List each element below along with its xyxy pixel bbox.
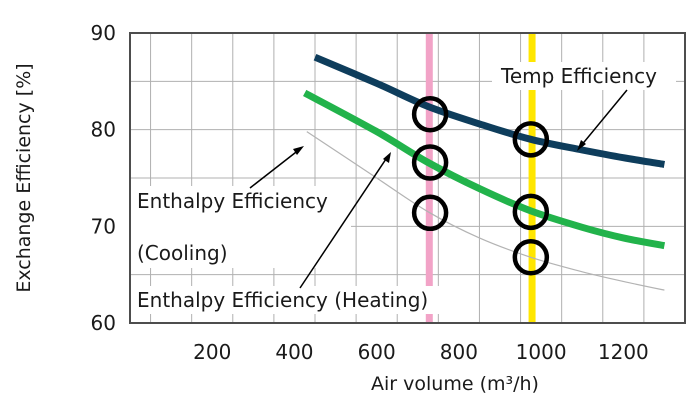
tick-labels: 200 400 600 800 1000 1200 60 70 80 90 xyxy=(91,21,649,364)
series-line-enthalpy-efficiency-heating xyxy=(303,89,666,250)
cooling-arrowhead xyxy=(293,146,304,155)
arrowheads xyxy=(293,140,586,163)
y-tick-label: 60 xyxy=(91,311,116,335)
x-axis-title: Air volume (m³/h) xyxy=(371,373,539,395)
cooling-label-line2: (Cooling) xyxy=(137,241,228,265)
x-tick-label: 1000 xyxy=(516,340,567,364)
x-tick-label: 600 xyxy=(358,340,396,364)
series-line-temp-efficiency xyxy=(313,53,666,168)
highlight-circle xyxy=(411,194,449,232)
series-line-enthalpy-efficiency-cooling xyxy=(306,131,665,291)
x-tick-label: 200 xyxy=(193,340,231,364)
y-axis-title: Exchange Efficiency [%] xyxy=(13,63,35,292)
cooling-label-line1: Enthalpy Efficiency xyxy=(137,189,328,213)
plot-frame xyxy=(129,32,686,324)
highlight-circle xyxy=(411,95,449,133)
heating-label: Enthalpy Efficiency (Heating) xyxy=(137,288,428,312)
y-tick-label: 90 xyxy=(91,21,116,45)
temp-arrow xyxy=(579,89,628,148)
x-tick-label: 1200 xyxy=(598,340,649,364)
highlight-circle xyxy=(512,121,550,158)
callout-arrows xyxy=(249,89,628,289)
cooling-label-bg xyxy=(131,186,351,268)
temp-label-bg xyxy=(492,62,676,90)
highlight-circle xyxy=(512,239,550,276)
heating-arrow xyxy=(299,155,389,289)
highlight-circle xyxy=(512,193,550,231)
x-tick-label: 800 xyxy=(440,340,478,364)
series-lines xyxy=(303,53,666,291)
cooling-arrow xyxy=(249,148,301,189)
temp-arrowhead xyxy=(577,140,586,151)
heating-arrowhead xyxy=(383,152,391,163)
heating-label-bg xyxy=(131,286,463,314)
y-tick-label: 70 xyxy=(91,214,116,238)
y-tick-label: 80 xyxy=(91,118,116,142)
x-tick-label: 400 xyxy=(275,340,313,364)
highlight-circle xyxy=(411,144,449,181)
temp-efficiency-label: Temp Efficiency xyxy=(500,64,657,88)
highlight-circles xyxy=(411,95,550,276)
